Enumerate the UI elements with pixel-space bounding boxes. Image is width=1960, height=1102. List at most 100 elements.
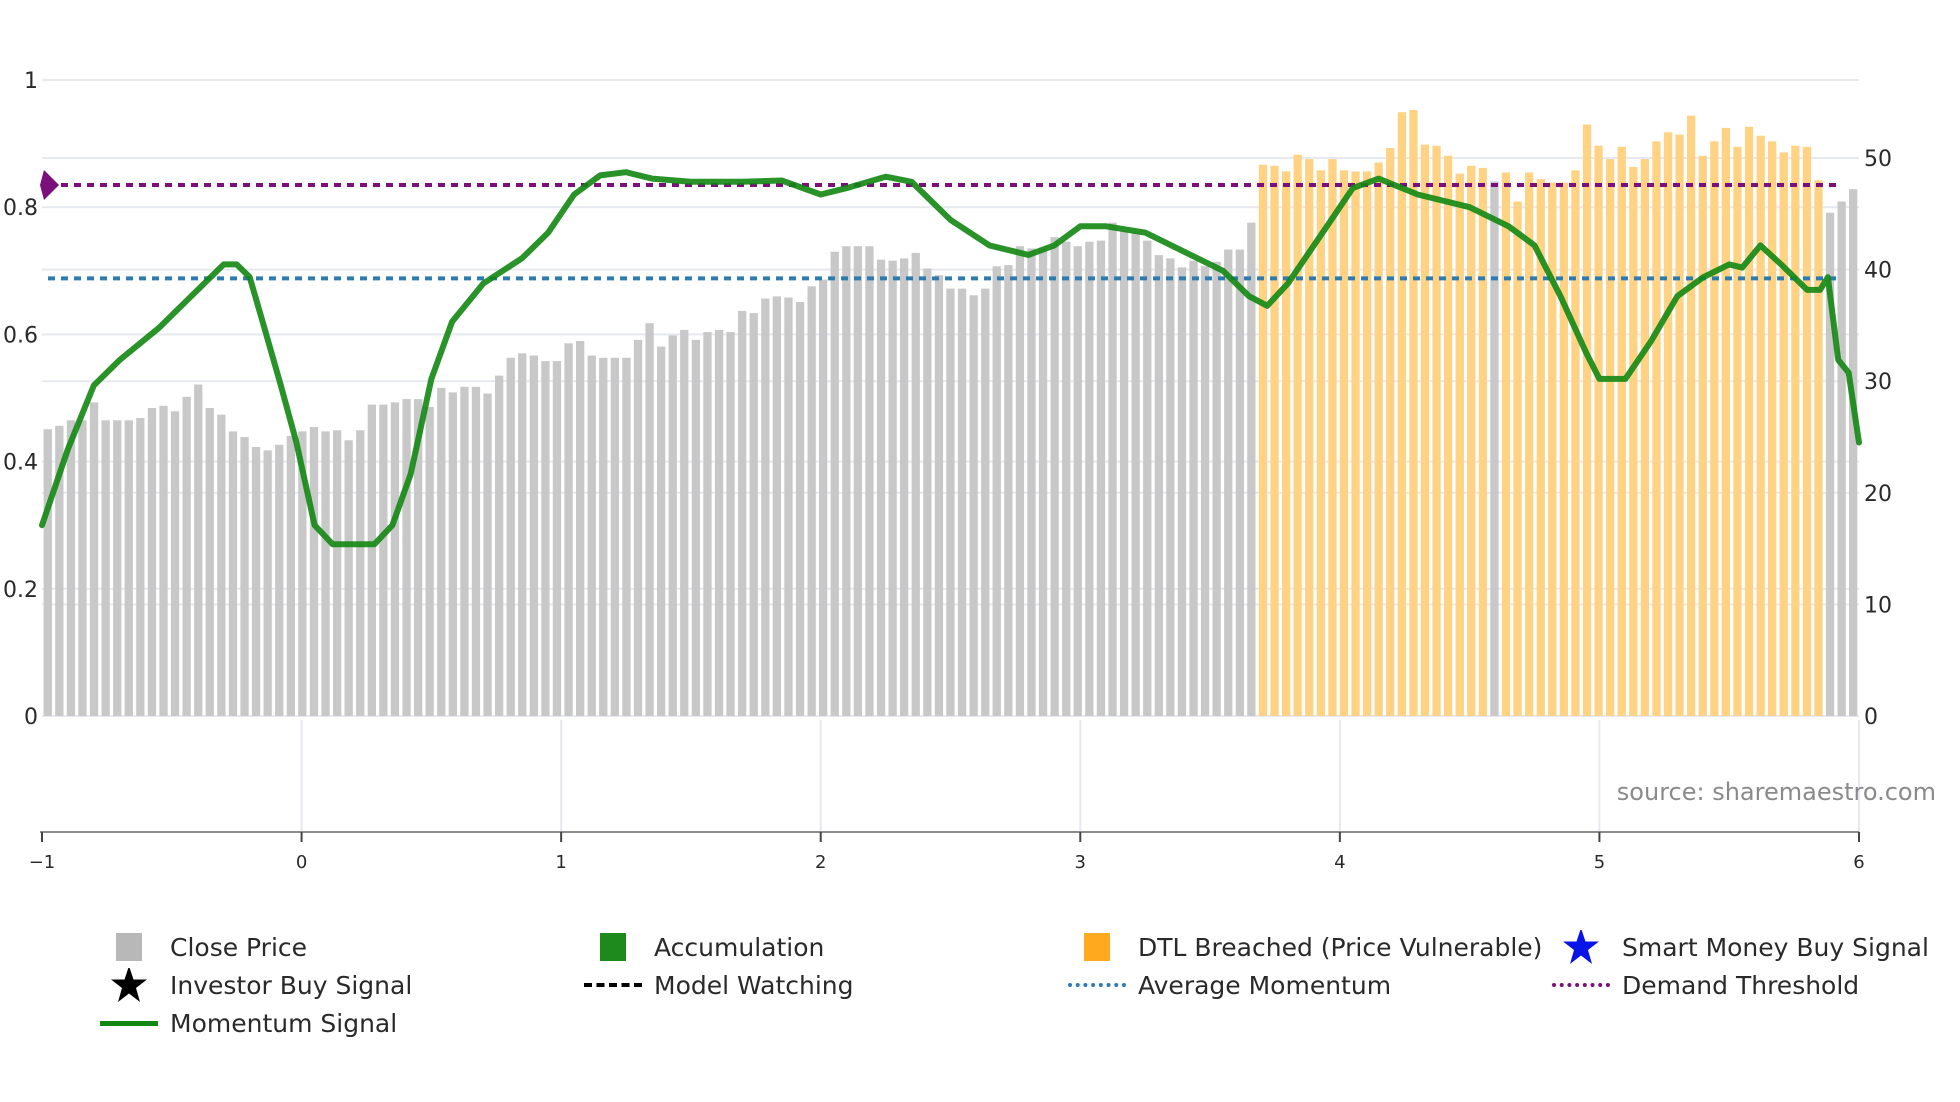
price-bar xyxy=(876,259,886,716)
price-bar xyxy=(1200,266,1210,716)
price-bar xyxy=(1409,110,1418,716)
momentum-line xyxy=(39,169,1862,548)
price-bar xyxy=(1131,232,1140,717)
price-bar xyxy=(356,430,365,716)
legend-label: Momentum Signal xyxy=(170,1008,398,1038)
price-bar xyxy=(321,431,330,716)
price-bar xyxy=(495,375,504,716)
price-bar xyxy=(136,418,145,716)
legend: Close Price Accumulation DTL Breached (P… xyxy=(0,928,1960,1080)
legend-average-momentum[interactable]: Average Momentum xyxy=(1068,968,1391,1002)
price-bar xyxy=(182,396,191,716)
price-bar xyxy=(680,329,689,716)
legend-model-watching[interactable]: Model Watching xyxy=(584,968,854,1002)
green-square-icon xyxy=(600,933,626,961)
price-bar xyxy=(101,420,110,716)
price-bar xyxy=(969,295,978,716)
price-bar xyxy=(460,386,469,716)
price-bar xyxy=(1814,180,1823,717)
right-y-axis: 0 10 20 30 40 50 xyxy=(1864,147,1892,730)
price-bar xyxy=(147,408,157,716)
legend-label: Investor Buy Signal xyxy=(170,970,413,1000)
price-bar xyxy=(772,296,781,716)
price-bar xyxy=(1768,141,1777,717)
price-bar xyxy=(1525,172,1534,716)
price-bar xyxy=(1328,159,1337,717)
legend-label: Demand Threshold xyxy=(1622,970,1860,1000)
x-axis: −1 0 1 2 3 4 5 6 xyxy=(29,831,1865,873)
legend-close-price[interactable]: Close Price xyxy=(100,930,307,964)
price-bar xyxy=(934,275,944,716)
price-bar xyxy=(1293,154,1302,716)
price-bar xyxy=(217,414,226,716)
price-bar xyxy=(888,260,897,716)
legend-momentum-signal[interactable]: Momentum Signal xyxy=(100,1006,397,1040)
price-bar xyxy=(1258,164,1268,716)
price-bar xyxy=(668,335,677,716)
price-bar xyxy=(414,399,423,716)
svg-text:10: 10 xyxy=(1864,593,1892,618)
left-y-axis: 0 0.2 0.4 0.6 0.8 1 xyxy=(3,69,38,730)
price-bar xyxy=(1397,112,1406,716)
price-bar xyxy=(309,427,319,716)
svg-text:50: 50 xyxy=(1864,147,1892,172)
price-bar xyxy=(251,447,261,716)
svg-text:3: 3 xyxy=(1075,852,1086,873)
price-bar xyxy=(1351,171,1360,716)
reference-lines xyxy=(48,182,1839,281)
legend-accumulation[interactable]: Accumulation xyxy=(584,930,824,964)
price-bar xyxy=(1629,166,1638,716)
svg-text:5: 5 xyxy=(1594,852,1605,873)
price-bar xyxy=(587,355,596,716)
price-bar xyxy=(240,437,249,716)
price-bar xyxy=(1154,255,1163,716)
price-bar xyxy=(1698,155,1707,717)
close-price-bars xyxy=(43,110,1858,717)
price-bar xyxy=(1733,146,1742,717)
price-bar xyxy=(576,341,585,716)
price-bar xyxy=(425,406,434,716)
legend-dtl-breached[interactable]: DTL Breached (Price Vulnerable) xyxy=(1068,930,1542,964)
svg-text:30: 30 xyxy=(1864,370,1892,395)
price-bar xyxy=(923,268,932,716)
price-bar xyxy=(113,420,122,716)
legend-smart-money[interactable]: Smart Money Buy Signal xyxy=(1552,928,1929,964)
blue-star-icon xyxy=(1563,928,1599,964)
price-bar xyxy=(1027,248,1036,716)
price-bar xyxy=(402,399,411,716)
legend-label: Model Watching xyxy=(654,970,854,1000)
price-bar xyxy=(194,384,203,716)
price-bar xyxy=(1640,159,1649,717)
price-bar xyxy=(1339,170,1349,717)
svg-text:0: 0 xyxy=(24,705,38,730)
price-bar xyxy=(1606,159,1615,717)
price-bar xyxy=(1559,182,1568,717)
price-bar xyxy=(1119,230,1129,716)
legend-label: Smart Money Buy Signal xyxy=(1622,932,1929,962)
price-bar xyxy=(1432,145,1441,716)
legend-investor-buy[interactable]: Investor Buy Signal xyxy=(100,966,413,1002)
price-bar xyxy=(900,258,909,716)
price-bar xyxy=(286,435,295,716)
legend-label: DTL Breached (Price Vulnerable) xyxy=(1138,932,1543,962)
svg-text:0: 0 xyxy=(296,852,307,873)
price-bar xyxy=(1015,246,1025,716)
legend-demand-threshold[interactable]: Demand Threshold xyxy=(1552,968,1859,1002)
price-bar xyxy=(1467,165,1476,717)
price-bar xyxy=(657,346,666,716)
price-bar xyxy=(981,288,990,716)
price-bar xyxy=(344,440,353,716)
price-bar xyxy=(1536,179,1545,716)
price-bar xyxy=(1825,212,1835,716)
blue-dotted-line-icon xyxy=(1068,983,1126,987)
price-bar xyxy=(1571,170,1580,717)
legend-label: Average Momentum xyxy=(1138,970,1392,1000)
price-bar xyxy=(1756,135,1765,716)
orange-square-icon xyxy=(1084,933,1110,961)
price-bar xyxy=(1189,260,1198,716)
price-bar xyxy=(1108,222,1117,716)
price-bar xyxy=(333,430,342,716)
svg-text:4: 4 xyxy=(1334,852,1345,873)
price-bar xyxy=(1837,201,1846,716)
price-bar xyxy=(1791,145,1800,716)
